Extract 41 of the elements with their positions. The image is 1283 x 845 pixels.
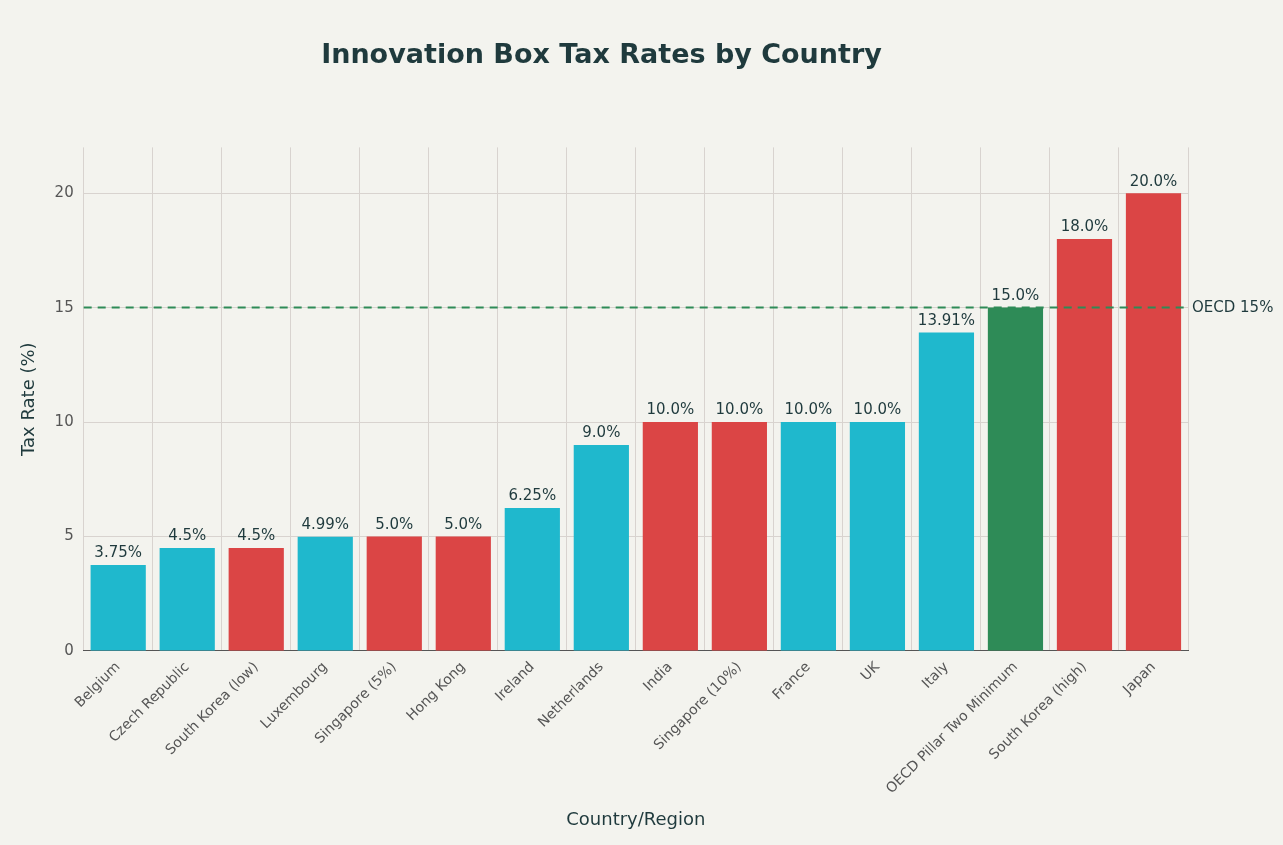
- bar: [435, 536, 491, 651]
- data-label: 10.0%: [715, 400, 764, 419]
- data-label: 13.91%: [917, 310, 976, 329]
- ref-line-label: OECD 15%: [1192, 297, 1274, 316]
- data-label: 5.0%: [375, 514, 414, 533]
- bar: [366, 536, 422, 651]
- bar: [1125, 193, 1182, 651]
- bar: [849, 422, 906, 651]
- data-label: 10.0%: [646, 400, 695, 419]
- y-tick-label: 5: [64, 526, 74, 545]
- y-axis-title: Tax Rate (%): [17, 342, 39, 457]
- x-tick-label: UK: [857, 657, 883, 684]
- bar: [780, 422, 836, 651]
- data-label: 15.0%: [991, 286, 1040, 304]
- bar: [573, 444, 629, 651]
- data-label: 5.0%: [444, 514, 483, 533]
- data-label: 3.75%: [94, 543, 143, 562]
- data-label: 20.0%: [1129, 171, 1178, 190]
- bar: [918, 332, 975, 651]
- y-tick-label: 15: [54, 297, 74, 316]
- chart-title: Innovation Box Tax Rates by Country: [321, 38, 883, 70]
- bar: [711, 422, 767, 651]
- bar: [642, 422, 698, 651]
- data-label: 4.5%: [168, 526, 207, 545]
- bar: [159, 547, 215, 651]
- data-label: 9.0%: [582, 423, 621, 442]
- data-label: 10.0%: [853, 400, 902, 419]
- bar: [297, 536, 353, 651]
- data-label: 6.25%: [508, 486, 557, 505]
- data-label: 4.5%: [237, 526, 276, 545]
- bar: [1056, 238, 1113, 651]
- y-tick-label: 0: [64, 640, 74, 659]
- bar: [504, 507, 560, 651]
- data-label: 18.0%: [1060, 217, 1109, 236]
- y-tick-label: 10: [54, 411, 74, 430]
- x-axis-title: Country/Region: [566, 807, 706, 829]
- data-label: 10.0%: [784, 400, 833, 419]
- data-label: 4.99%: [301, 515, 350, 534]
- y-tick-label: 20: [54, 183, 74, 202]
- bar: [228, 547, 284, 651]
- bar: [90, 565, 146, 651]
